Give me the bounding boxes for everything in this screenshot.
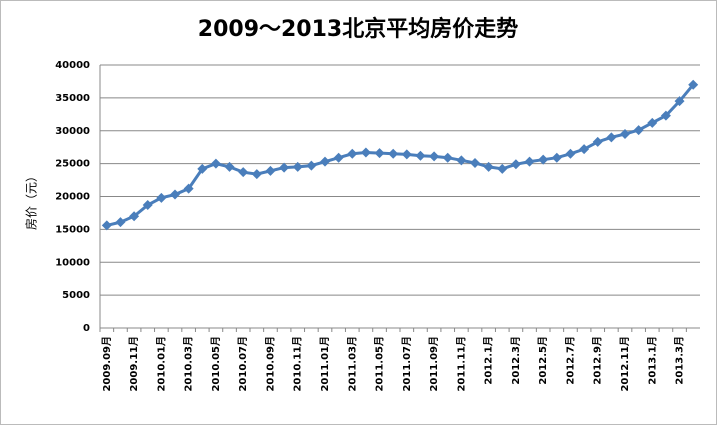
data-point xyxy=(306,160,317,171)
x-tick-label: 2011.05月 xyxy=(374,336,386,392)
data-point xyxy=(401,149,412,160)
x-tick-label: 2010.01月 xyxy=(155,336,167,392)
data-point xyxy=(592,136,603,147)
x-tick-label: 2010.07月 xyxy=(237,336,249,392)
x-tick-label: 2009.11月 xyxy=(128,336,140,392)
x-tick-label: 2012.11月 xyxy=(619,336,631,392)
data-point xyxy=(210,158,221,169)
data-point xyxy=(251,169,262,180)
data-point xyxy=(415,150,426,161)
data-point xyxy=(674,96,685,107)
y-tick-label: 15000 xyxy=(55,224,90,235)
data-point xyxy=(388,148,399,159)
data-point xyxy=(620,129,630,140)
data-point xyxy=(470,157,480,168)
x-tick-label: 2010.09月 xyxy=(264,336,276,392)
data-point xyxy=(279,162,290,173)
data-point xyxy=(538,154,549,165)
x-tick-label: 2012.9月 xyxy=(592,336,604,385)
data-point xyxy=(224,161,235,172)
data-point xyxy=(442,152,453,163)
data-point xyxy=(129,211,140,222)
data-point xyxy=(524,156,535,167)
data-point xyxy=(156,192,167,203)
y-tick-label: 0 xyxy=(83,323,90,334)
data-point xyxy=(429,151,440,162)
y-tick-label: 25000 xyxy=(55,159,90,170)
data-point xyxy=(115,217,126,228)
data-point xyxy=(551,152,562,163)
data-point xyxy=(197,163,208,174)
data-point xyxy=(320,156,330,167)
y-tick-label: 35000 xyxy=(55,93,90,104)
data-point xyxy=(170,189,180,200)
data-point xyxy=(565,148,576,159)
x-tick-label: 2012.7月 xyxy=(564,336,576,385)
data-point xyxy=(456,155,467,166)
chart-title: 2009～2013北京平均房价走势 xyxy=(198,16,518,42)
x-tick-label: 2011.03月 xyxy=(346,336,358,392)
data-point xyxy=(606,132,617,143)
x-tick-label: 2009.09月 xyxy=(101,336,113,392)
data-point xyxy=(497,163,508,174)
data-point xyxy=(633,125,644,136)
data-point xyxy=(647,117,658,128)
y-axis-label: 房价（元） xyxy=(24,170,39,230)
x-tick-label: 2013.3月 xyxy=(674,336,686,385)
x-tick-label: 2011.07月 xyxy=(401,336,413,392)
data-point xyxy=(360,147,371,158)
data-point xyxy=(333,152,344,163)
data-point xyxy=(101,220,112,231)
y-tick-label: 30000 xyxy=(55,126,90,137)
x-tick-label: 2010.05月 xyxy=(210,336,222,392)
x-tick-label: 2013.1月 xyxy=(646,336,658,385)
x-tick-label: 2011.11月 xyxy=(455,336,467,392)
data-point xyxy=(510,159,521,170)
y-tick-label: 40000 xyxy=(55,60,90,71)
x-tick-label: 2012.5月 xyxy=(537,336,549,385)
x-tick-label: 2012.3月 xyxy=(510,336,522,385)
data-point xyxy=(142,200,153,211)
data-point xyxy=(688,79,699,90)
y-tick-label: 5000 xyxy=(62,290,90,301)
x-tick-label: 2011.09月 xyxy=(428,336,440,392)
data-point xyxy=(183,183,194,194)
x-tick-label: 2011.01月 xyxy=(319,336,331,392)
x-tick-label: 2010.11月 xyxy=(292,336,304,392)
data-point xyxy=(292,161,303,172)
data-point xyxy=(347,148,358,159)
x-tick-label: 2012.1月 xyxy=(483,336,495,385)
y-tick-label: 20000 xyxy=(55,192,90,203)
data-point xyxy=(238,167,249,178)
data-point xyxy=(374,148,385,159)
x-tick-label: 2010.03月 xyxy=(183,336,195,392)
y-tick-label: 10000 xyxy=(55,257,90,268)
data-point xyxy=(579,144,590,155)
data-point xyxy=(265,165,276,176)
data-point xyxy=(483,161,494,172)
data-point xyxy=(660,110,671,121)
